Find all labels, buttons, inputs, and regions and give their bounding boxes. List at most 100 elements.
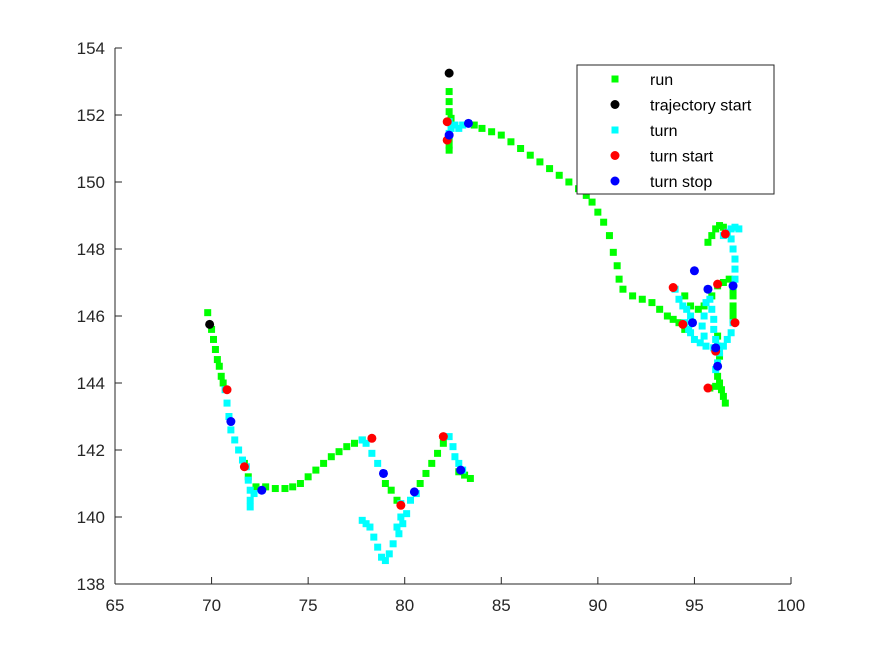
legend-label: trajectory start — [650, 98, 752, 115]
turn-point — [385, 550, 393, 558]
turn-stop-point — [444, 130, 454, 140]
run-point — [721, 399, 729, 407]
turn-point — [719, 342, 727, 350]
run-point — [445, 146, 453, 154]
turn-point — [708, 305, 716, 313]
run-point — [445, 88, 453, 96]
turn-point — [381, 557, 389, 565]
x-tick-label: 65 — [106, 596, 125, 615]
turn-point — [395, 530, 403, 538]
legend-label: run — [650, 72, 673, 89]
turn-start-point — [438, 432, 448, 442]
run-point — [681, 292, 689, 300]
x-tick-label: 95 — [685, 596, 704, 615]
run-point — [588, 198, 596, 206]
legend-marker — [610, 151, 620, 160]
series-turn-start — [222, 117, 740, 510]
turn-point — [449, 443, 457, 451]
turn-point — [702, 299, 710, 307]
y-tick-label: 148 — [77, 240, 105, 259]
turn-point — [374, 459, 382, 467]
run-point — [439, 439, 447, 447]
turn-point — [397, 513, 405, 521]
turn-point — [690, 335, 698, 343]
y-tick-label: 138 — [77, 575, 105, 594]
run-point — [461, 471, 469, 479]
x-tick-label: 85 — [492, 596, 511, 615]
run-point — [717, 386, 725, 394]
turn-point — [451, 453, 459, 461]
run-point — [719, 223, 727, 231]
turn-point — [407, 496, 415, 504]
run-point — [416, 480, 424, 487]
x-ticks: 65 70 75 80 85 90 95 100 — [106, 577, 805, 615]
run-point — [445, 108, 453, 116]
x-tick-label: 100 — [777, 596, 805, 615]
turn-point — [459, 121, 467, 129]
turn-point — [455, 124, 463, 132]
turn-stop-point — [689, 266, 699, 276]
legend-label: turn stop — [650, 174, 712, 191]
run-point — [350, 439, 358, 447]
turn-start-point — [713, 279, 723, 289]
run-point — [716, 379, 724, 387]
legend-entry-turn-stop: turn stop — [610, 174, 712, 191]
turn-point — [393, 523, 401, 531]
turn-point — [700, 312, 708, 320]
x-tick-label: 90 — [588, 596, 607, 615]
run-point — [434, 449, 442, 457]
run-point — [219, 379, 227, 387]
turn-stop-point — [711, 343, 721, 353]
run-point — [656, 305, 664, 313]
run-point — [271, 485, 279, 493]
run-point — [304, 473, 312, 481]
run-point — [629, 292, 637, 300]
legend-entry-trajectory-start: trajectory start — [610, 98, 752, 115]
turn-stop-point — [463, 118, 473, 128]
turn-stop-point — [456, 465, 466, 475]
turn-point — [399, 520, 407, 528]
run-point — [497, 131, 505, 139]
turn-point — [731, 223, 739, 231]
run-point — [708, 232, 716, 240]
turn-point — [706, 295, 714, 303]
turn-point — [374, 543, 382, 551]
turn-point — [403, 510, 411, 518]
turn-point — [710, 325, 718, 333]
turn-point — [731, 255, 739, 263]
turn-point — [358, 516, 366, 524]
run-point — [217, 372, 225, 380]
run-point — [478, 124, 486, 132]
run-point — [213, 356, 221, 364]
turn-start-point — [668, 283, 678, 293]
run-point — [393, 496, 401, 504]
legend-label: turn — [650, 123, 678, 140]
turn-point — [451, 121, 459, 129]
run-point — [609, 248, 617, 256]
legend-marker — [610, 100, 620, 109]
turn-point — [735, 225, 743, 233]
legend-entry-turn: turn — [611, 123, 678, 140]
turn-start-point — [678, 319, 688, 329]
legend: run trajectory start turn turn start turn st… — [576, 64, 775, 195]
turn-point — [227, 426, 235, 434]
run-point — [281, 485, 289, 493]
turn-stop-point — [378, 468, 388, 478]
run-point — [719, 392, 727, 400]
run-point — [204, 309, 212, 317]
axes: 65 70 75 80 85 90 95 100 1381401421441461481501… — [77, 39, 806, 615]
run-point — [466, 474, 474, 482]
run-point — [470, 121, 478, 129]
turn-point — [731, 265, 739, 273]
turn-point — [729, 245, 737, 253]
turn-stop-point — [687, 318, 697, 328]
y-ticks: 138 140 142 144 146 148 150 152 154 — [77, 39, 122, 594]
y-tick-label: 152 — [77, 106, 105, 125]
run-point — [605, 232, 613, 240]
turn-point — [727, 235, 735, 243]
run-point — [445, 141, 453, 149]
legend-box — [576, 64, 775, 195]
turn-point — [687, 312, 695, 320]
turn-point — [731, 275, 739, 283]
